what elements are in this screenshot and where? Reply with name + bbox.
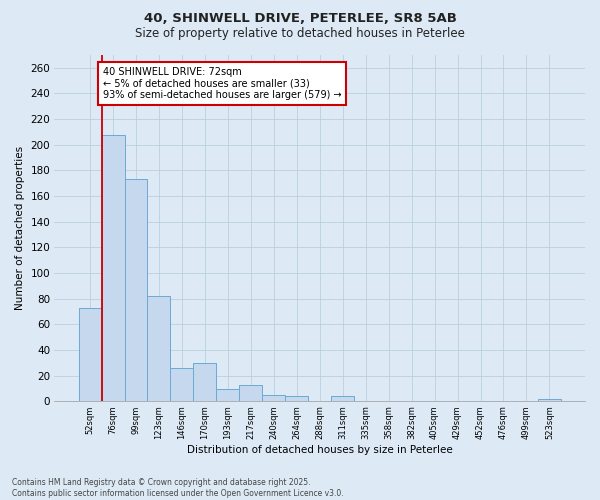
Text: 40 SHINWELL DRIVE: 72sqm
← 5% of detached houses are smaller (33)
93% of semi-de: 40 SHINWELL DRIVE: 72sqm ← 5% of detache… [103, 66, 341, 100]
Y-axis label: Number of detached properties: Number of detached properties [15, 146, 25, 310]
Bar [217, 388, 239, 402]
Bar [101, 134, 125, 402]
Text: 40, SHINWELL DRIVE, PETERLEE, SR8 5AB: 40, SHINWELL DRIVE, PETERLEE, SR8 5AB [143, 12, 457, 26]
Bar [331, 396, 354, 402]
Bar [538, 399, 561, 402]
X-axis label: Distribution of detached houses by size in Peterlee: Distribution of detached houses by size … [187, 445, 452, 455]
Bar [125, 180, 148, 402]
Bar [170, 368, 193, 402]
Text: Contains HM Land Registry data © Crown copyright and database right 2025.
Contai: Contains HM Land Registry data © Crown c… [12, 478, 344, 498]
Text: Size of property relative to detached houses in Peterlee: Size of property relative to detached ho… [135, 28, 465, 40]
Bar [193, 363, 217, 402]
Bar [262, 395, 285, 402]
Bar [148, 296, 170, 402]
Bar [79, 308, 101, 402]
Bar [285, 396, 308, 402]
Bar [239, 384, 262, 402]
